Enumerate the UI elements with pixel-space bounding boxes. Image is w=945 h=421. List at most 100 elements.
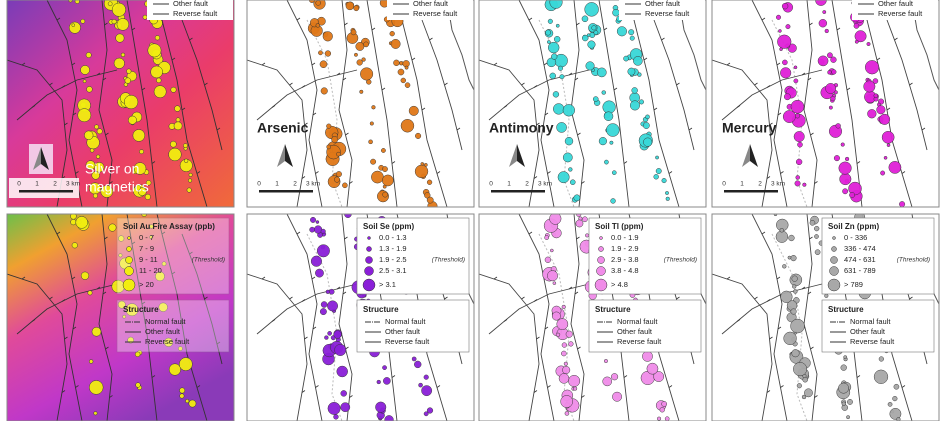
fault [628,0,680,207]
sample-point [168,147,182,162]
structure-label: Other fault [145,327,181,336]
sample-point [363,41,369,48]
sample-point [627,67,636,76]
sample-point [591,25,597,31]
sample-point [178,346,183,351]
sample-point [790,255,797,262]
fault-tick [856,161,861,164]
sample-point [544,235,549,240]
fault-tick [544,326,549,330]
fault-tick [344,22,348,26]
sample-point [655,168,662,174]
sample-point [825,83,837,94]
fault-tick [668,171,673,174]
sample-point [565,330,573,338]
scale-label: 0 [489,181,493,188]
sample-point [872,78,879,84]
sample-point [575,219,584,228]
sample-point [843,355,848,360]
sample-point [802,182,807,187]
sample-point [822,10,827,14]
sample-point [173,121,183,131]
fault-tick [577,346,581,350]
legend-box [588,217,702,295]
sample-point [561,342,568,348]
sample-point [653,371,665,382]
structure-box [116,299,230,353]
sample-point [801,394,807,400]
fault [518,214,555,421]
fault [98,0,113,207]
sample-point [793,78,799,84]
sample-point [115,33,125,43]
sample-point [371,170,384,184]
fault-tick [56,231,61,235]
sample-point [318,50,323,56]
fault-tick [304,336,308,340]
sample-point [854,39,859,44]
sample-point [415,132,422,139]
sample-point [75,216,88,229]
fault-tick [315,171,319,174]
fault-tick [75,171,79,174]
structure-box [356,299,470,353]
sample-point [804,388,813,398]
fault [286,214,323,421]
fault-tick [21,62,26,66]
fault-tick [381,87,386,91]
sample-point [95,154,101,159]
fault-tick [64,122,68,126]
legend-label: Reverse fault [173,9,218,18]
sample-point [665,191,669,195]
fault-tick [736,319,741,322]
sample-point [400,77,407,84]
sample-point [84,130,94,140]
sample-point [327,331,332,336]
fault [46,0,83,207]
sample-point [557,65,564,71]
legend-symbol [829,266,839,276]
structure-label: Other fault [617,327,653,336]
sample-point [91,326,102,337]
fault-tick [623,161,628,164]
sample-point [797,141,803,148]
sample-point [623,55,629,62]
fault-tick [216,341,221,345]
sample-point [331,136,339,143]
sample-point [598,137,607,146]
fault-tick [581,395,585,398]
sample-point [585,233,590,238]
fault-tick [436,385,441,388]
sample-point [796,383,802,389]
scale-label: 3 km [538,181,552,188]
sample-point [792,284,797,289]
sample-point [336,365,348,378]
legend-label: 2.5 - 3.1 [379,266,407,275]
scale-label: 2 [53,181,57,188]
legend-label: > 3.1 [379,280,396,289]
sample-point [68,21,81,34]
sample-point [864,60,880,75]
sample-point [782,59,788,66]
structure-title: Structure [828,305,864,314]
sample-point [809,220,816,226]
fault-tick [349,395,353,398]
sample-point [840,142,845,147]
structure-label: Reverse fault [850,337,895,346]
sample-point [188,172,193,177]
legend-symbol [594,278,608,292]
sample-point [414,164,429,179]
fault-tick [581,181,585,184]
fault-tick [102,77,107,81]
fault-tick [668,385,673,388]
fault [751,0,788,207]
fault-tick [411,57,416,61]
sample-point [814,249,821,256]
sample-point [611,170,617,175]
magnetics [7,214,234,421]
fault-tick [807,77,812,81]
fault-tick [21,276,26,280]
sample-point [91,171,100,180]
threshold-note: (Threshold) [897,257,930,264]
fault-tick [521,296,525,300]
